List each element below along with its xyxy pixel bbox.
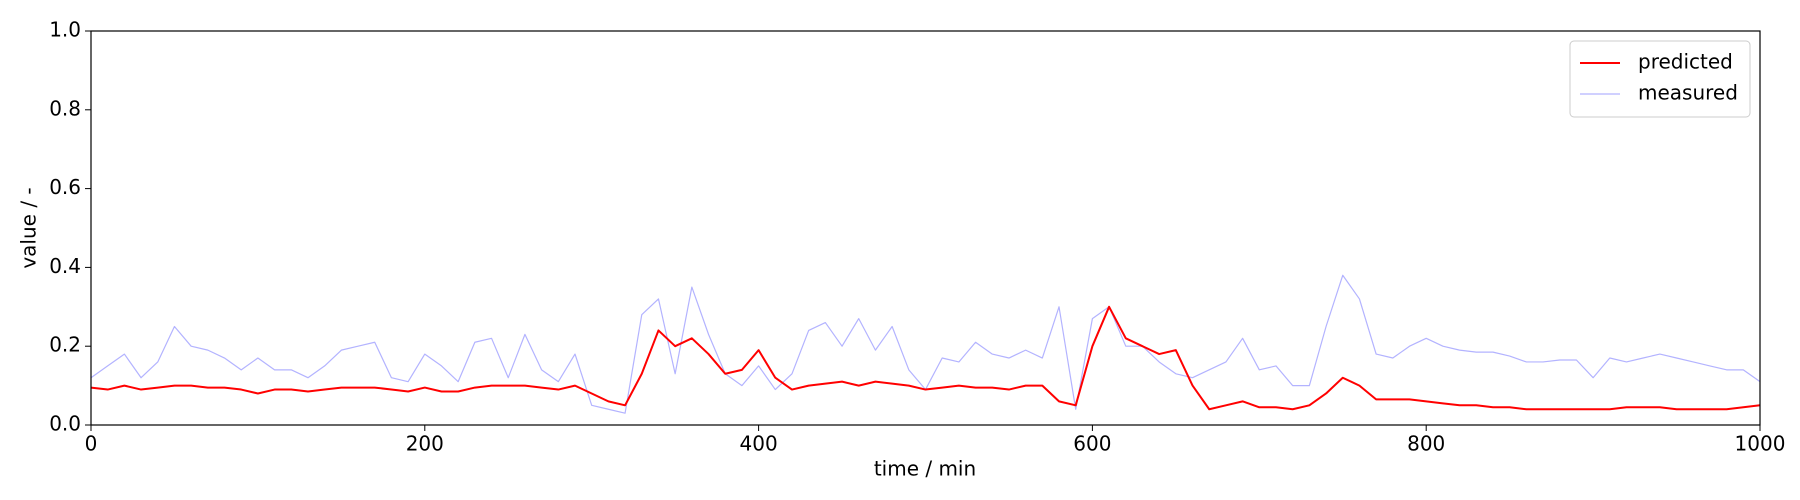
x-tick-label: 0	[85, 432, 98, 456]
x-axis-label: time / min	[874, 457, 976, 481]
legend-label: predicted	[1638, 50, 1733, 74]
series-line	[90, 274, 1761, 414]
y-tick-label: 0.0	[49, 412, 81, 436]
x-tick-label: 800	[1407, 432, 1445, 456]
x-tick-label: 600	[1073, 432, 1111, 456]
x-tick-label: 200	[406, 432, 444, 456]
plot-frame	[90, 30, 1761, 426]
y-tick-label: 0.8	[49, 96, 81, 120]
x-tick-label: 400	[740, 432, 778, 456]
y-tick-label: 0.2	[49, 333, 81, 357]
y-axis-label: value / -	[17, 187, 41, 268]
legend-label: measured	[1638, 81, 1738, 105]
series-line	[90, 305, 1761, 411]
y-tick-label: 1.0	[49, 18, 81, 42]
legend-box	[1569, 40, 1751, 118]
x-tick-label: 1000	[1735, 432, 1786, 456]
y-tick-label: 0.4	[49, 254, 81, 278]
y-tick-label: 0.6	[49, 175, 81, 199]
